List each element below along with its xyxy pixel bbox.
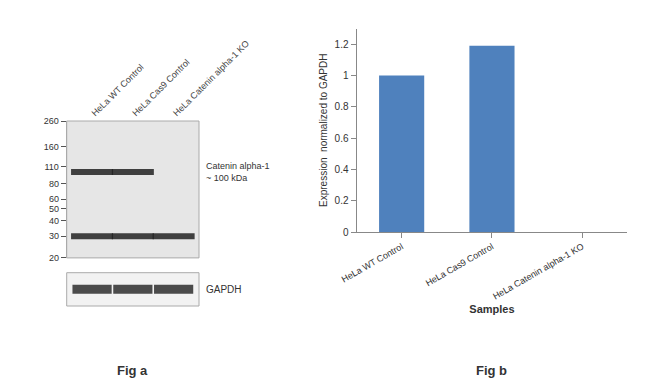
svg-text:Expression normalized to GAPD: Expression normalized to GAPDH <box>318 54 329 207</box>
svg-text:HeLa Catenin alpha-1 KO: HeLa Catenin alpha-1 KO <box>171 38 251 118</box>
svg-text:0.8: 0.8 <box>335 101 349 112</box>
svg-text:HeLa WT Control: HeLa WT Control <box>90 62 146 118</box>
svg-text:Catenin alpha-1~ 100 kDa: Catenin alpha-1~ 100 kDa <box>206 161 270 183</box>
svg-text:1: 1 <box>343 70 349 81</box>
svg-text:60: 60 <box>49 194 59 204</box>
svg-text:160: 160 <box>44 142 59 152</box>
svg-text:110: 110 <box>45 162 59 172</box>
svg-text:HeLa Catenin alpha-1 KO: HeLa Catenin alpha-1 KO <box>491 241 585 301</box>
svg-text:HeLa Cas9 Control: HeLa Cas9 Control <box>130 57 191 118</box>
svg-text:HeLa WT Control: HeLa WT Control <box>340 241 405 284</box>
svg-text:80: 80 <box>49 179 59 189</box>
svg-text:20: 20 <box>49 253 59 263</box>
svg-text:Samples: Samples <box>469 303 514 315</box>
svg-text:50: 50 <box>49 204 59 214</box>
svg-text:0: 0 <box>343 227 349 238</box>
svg-text:0.2: 0.2 <box>335 195 349 206</box>
svg-text:1.2: 1.2 <box>335 39 349 50</box>
svg-text:40: 40 <box>49 216 59 226</box>
svg-text:GAPDH: GAPDH <box>206 284 242 295</box>
svg-text:0.6: 0.6 <box>335 133 349 144</box>
svg-text:30: 30 <box>49 231 59 241</box>
svg-text:260: 260 <box>44 116 59 126</box>
svg-text:Fig a: Fig a <box>117 363 148 378</box>
svg-text:Fig b: Fig b <box>476 363 507 378</box>
svg-text:HeLa Cas9 Control: HeLa Cas9 Control <box>424 241 495 288</box>
svg-text:0.4: 0.4 <box>335 164 349 175</box>
